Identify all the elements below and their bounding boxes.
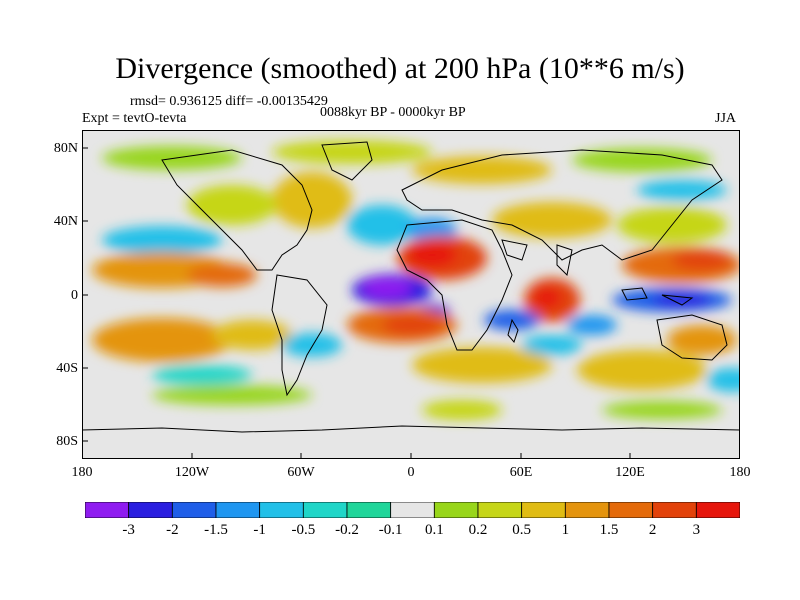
x-tick-label: 60E	[509, 465, 533, 480]
colorbar-label: -0.5	[291, 522, 316, 538]
colorbar-label: 0.1	[424, 522, 444, 538]
colorbar-swatch	[564, 502, 610, 518]
colorbar-swatch	[128, 502, 173, 518]
y-tick-label: 80S	[56, 434, 78, 449]
colorbar-swatch	[390, 502, 435, 518]
x-tick-label: 0	[407, 465, 415, 480]
colorbar-swatch	[302, 502, 348, 518]
colorbar-label: 2	[648, 522, 657, 538]
colorbar-label: 0.2	[468, 522, 488, 538]
x-tick-label: 120E	[615, 465, 645, 480]
experiment-text: Expt = tevtO-tevta	[82, 111, 187, 126]
colorbar-swatch	[695, 502, 740, 518]
colorbar-label: -1.5	[204, 522, 228, 538]
colorbar-label: -0.1	[378, 522, 403, 538]
colorbar-swatch	[259, 502, 304, 518]
x-tick-label: 60W	[287, 465, 315, 480]
tick-marks	[82, 147, 631, 459]
colorbar	[85, 502, 740, 518]
colorbar-label: -3	[122, 522, 135, 538]
colorbar-label: 1	[561, 522, 570, 538]
x-tick-label: 180	[71, 465, 93, 480]
colorbar-swatch	[215, 502, 261, 518]
colorbar-label: 3	[692, 522, 701, 538]
colorbar-swatch	[477, 502, 523, 518]
colorbar-swatch	[433, 502, 479, 518]
chart-title: Divergence (smoothed) at 200 hPa (10**6 …	[115, 52, 685, 85]
divergence-field	[92, 140, 740, 420]
colorbar-label: -0.2	[335, 522, 359, 538]
x-tick-label: 120W	[174, 465, 210, 480]
colorbar-label: -2	[166, 522, 179, 538]
y-tick-label: 80N	[53, 141, 78, 156]
colorbar-swatch	[521, 502, 566, 518]
colorbar-swatch	[608, 502, 654, 518]
divergence-map	[82, 130, 740, 459]
y-tick-label: 40N	[53, 214, 78, 229]
colorbar-label: 0.5	[512, 522, 532, 538]
colorbar-label: 1.5	[599, 522, 619, 538]
period-text: 0088kyr BP - 0000kyr BP	[320, 105, 466, 120]
colorbar-label: -1	[253, 522, 266, 538]
y-tick-label: 0	[71, 288, 78, 303]
map-canvas	[82, 130, 740, 459]
x-tick-label: 180	[729, 465, 751, 480]
colorbar-swatch	[85, 502, 130, 518]
y-tick-label: 40S	[56, 361, 78, 376]
coastlines	[82, 141, 740, 433]
colorbar-swatch	[171, 502, 217, 518]
colorbar-swatch	[652, 502, 697, 518]
stats-text: rmsd= 0.936125 diff= -0.00135429	[130, 94, 328, 109]
season-text: JJA	[715, 111, 737, 126]
colorbar-swatch	[346, 502, 392, 518]
